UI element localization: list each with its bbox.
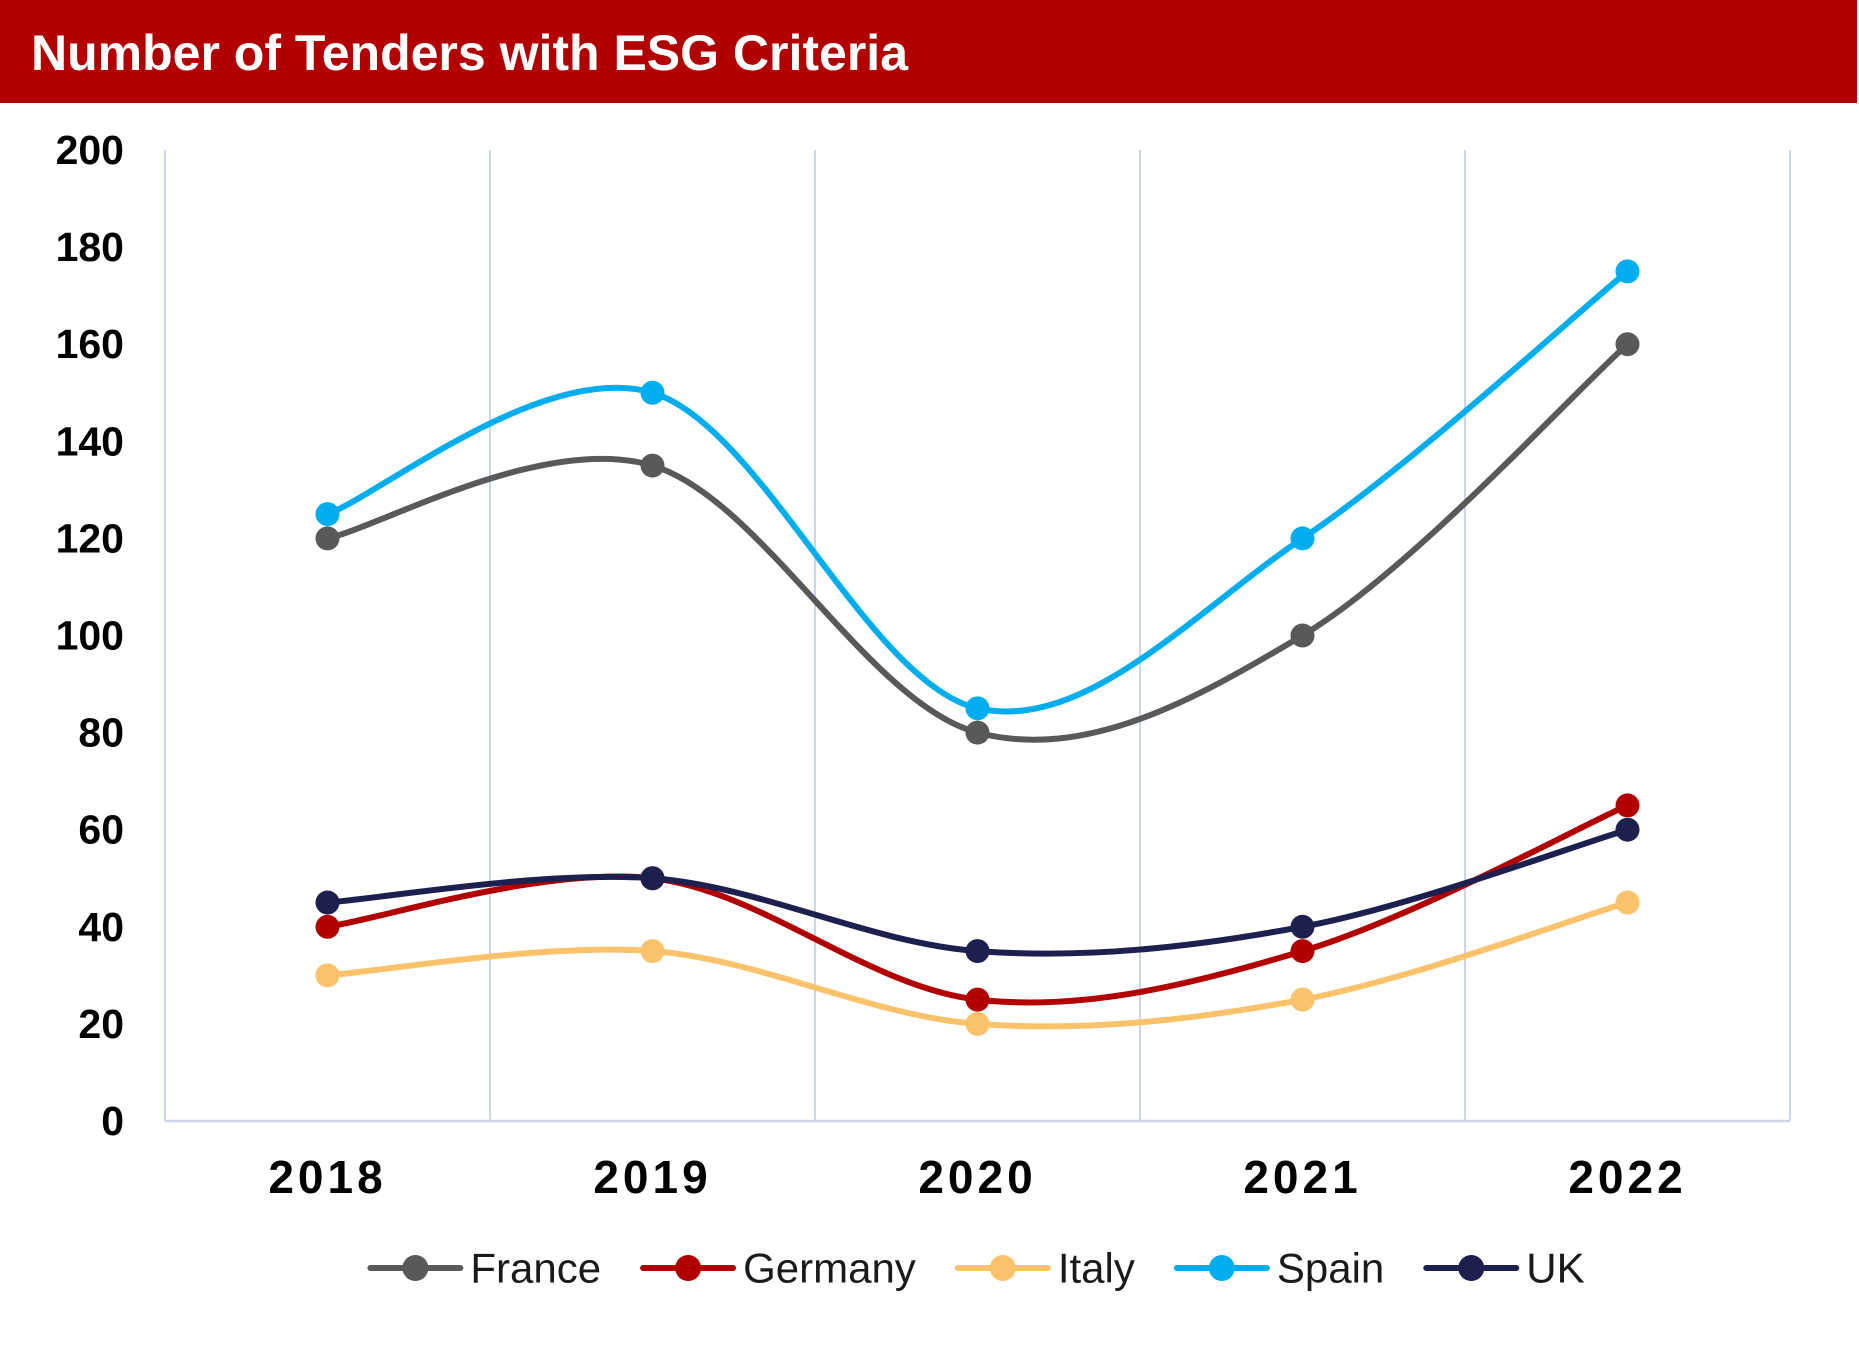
y-tick-label: 0 [101,1098,124,1144]
legend-label-germany: Germany [743,1245,916,1292]
data-point-germany [315,914,340,939]
y-tick-label: 140 [56,418,124,464]
y-tick-label: 160 [56,321,124,367]
title-bar: Number of Tenders with ESG Criteria [0,0,1857,103]
data-point-spain [965,696,990,721]
data-point-italy [1615,890,1640,915]
data-point-italy [965,1011,990,1036]
legend-label-italy: Italy [1058,1245,1135,1292]
legend-item-italy: Italy [954,1245,1135,1292]
y-tick-label: 80 [78,710,124,756]
data-point-germany [1290,939,1315,964]
data-point-italy [640,939,665,964]
grid-layer [164,150,1791,1121]
series-line-france [324,341,1631,743]
data-point-uk [315,890,340,915]
legend: France Germany Italy Spain UK [367,1245,1585,1292]
y-tick-label: 40 [78,904,124,950]
series-line-uk [324,826,1631,957]
x-tick-label: 2019 [593,1151,711,1203]
legend-label-france: France [470,1245,601,1292]
series-line-germany [324,802,1631,1006]
data-point-uk [965,939,990,964]
series-italy [315,890,1640,1036]
y-tick-label: 120 [56,515,124,561]
data-point-germany [965,987,990,1012]
axis-layer: 0 20 40 60 80 100 120 140 160 180 200 2018 2019 2020 2… [56,127,1790,1203]
data-point-germany [1615,793,1640,818]
legend-swatch-marker-spain [1208,1255,1235,1281]
data-point-italy [1290,987,1315,1012]
data-point-france [1615,332,1640,357]
series-layer [315,259,1640,1036]
legend-swatch-marker-france [402,1255,429,1281]
series-france [315,332,1640,745]
legend-label-spain: Spain [1277,1245,1384,1292]
x-tick-label: 2018 [268,1151,386,1203]
data-point-france [640,453,665,478]
x-tick-label: 2021 [1243,1151,1361,1203]
legend-swatch-marker-uk [1458,1255,1485,1281]
legend-swatch-marker-italy [989,1255,1016,1281]
data-point-italy [315,963,340,988]
data-point-uk [1615,817,1640,842]
legend-label-uk: UK [1526,1245,1584,1292]
y-tick-label: 20 [78,1001,124,1047]
y-tick-label: 100 [56,613,124,659]
legend-item-france: France [367,1245,601,1292]
legend-item-germany: Germany [640,1245,916,1292]
series-germany [315,793,1640,1012]
y-tick-label: 60 [78,807,124,853]
x-tick-label: 2022 [1568,1151,1686,1203]
legend-swatch-marker-germany [675,1255,702,1281]
data-point-france [1290,623,1315,648]
data-point-spain [640,380,665,405]
series-line-spain [324,268,1631,715]
series-spain [315,259,1640,721]
chart-title: Number of Tenders with ESG Criteria [31,25,909,81]
y-tick-label: 200 [56,127,124,173]
legend-item-spain: Spain [1173,1245,1384,1292]
data-point-france [315,526,340,551]
data-point-spain [1615,259,1640,284]
y-tick-label: 180 [56,224,124,270]
data-point-spain [1290,526,1315,551]
data-point-france [965,720,990,745]
data-point-uk [1290,914,1315,939]
data-point-spain [315,502,340,527]
x-tick-label: 2020 [918,1151,1036,1203]
data-point-uk [640,866,665,891]
series-uk [315,817,1640,964]
legend-item-uk: UK [1423,1245,1585,1292]
